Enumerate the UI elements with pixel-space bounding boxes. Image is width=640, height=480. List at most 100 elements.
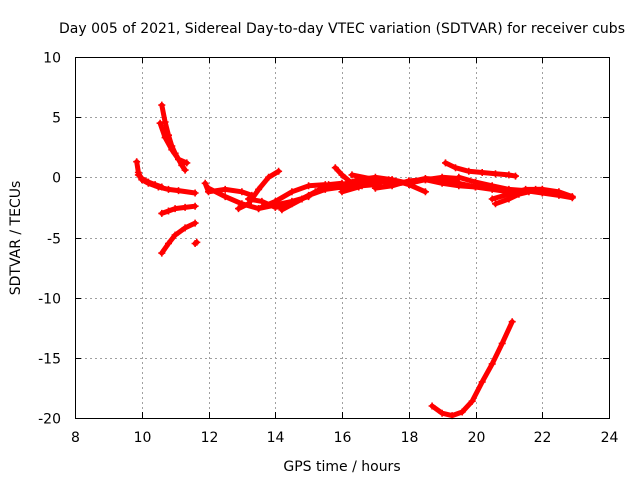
data-point [465, 167, 473, 175]
data-point [245, 195, 252, 203]
data-point [442, 159, 449, 167]
grid [75, 57, 609, 418]
series-track-5 [158, 202, 199, 217]
data-point [428, 402, 436, 410]
data-point [325, 181, 333, 189]
data-point [168, 146, 176, 154]
x-tick-label: 24 [601, 430, 619, 446]
data-point [371, 184, 379, 192]
data-point [158, 209, 166, 217]
series-track-22 [492, 185, 546, 208]
series-track-23 [428, 318, 516, 420]
x-tick-label: 20 [468, 430, 486, 446]
data-point [355, 183, 363, 191]
data-point [238, 188, 246, 196]
y-tick-label: 0 [52, 171, 61, 187]
x-tick-label: 10 [134, 430, 152, 446]
data-point [438, 179, 446, 187]
data-point [165, 240, 172, 247]
data-point [488, 182, 496, 190]
data-point [138, 175, 146, 182]
data-point [275, 167, 283, 175]
data-point [405, 177, 413, 185]
data-point [183, 159, 191, 167]
data-point [448, 412, 456, 420]
data-point [181, 203, 189, 211]
data-point [165, 185, 172, 193]
data-point [235, 205, 242, 213]
data-point [438, 409, 446, 417]
data-point [472, 178, 479, 186]
data-point [488, 360, 496, 368]
data-point [298, 195, 306, 203]
data-point [421, 176, 429, 184]
data-point [271, 197, 279, 205]
data-point [221, 193, 229, 201]
x-tick-label: 8 [71, 430, 80, 446]
data-point [331, 164, 339, 172]
data-point [505, 195, 513, 203]
x-tick-label: 18 [401, 430, 419, 446]
y-tick-label: 5 [52, 111, 61, 127]
data-point [151, 181, 159, 189]
data-point [492, 200, 499, 208]
data-point [161, 118, 169, 126]
data-point [165, 207, 172, 215]
data-point [468, 397, 476, 405]
data-point [158, 101, 166, 109]
data-point [505, 171, 513, 179]
data-point [455, 173, 463, 181]
data-point [338, 188, 346, 196]
ticks [75, 57, 610, 419]
data-point [221, 185, 229, 193]
x-axis-title: GPS time / hours [283, 459, 400, 475]
data-point [515, 190, 523, 198]
data-point [492, 170, 499, 178]
data-point [255, 205, 263, 213]
series-line [159, 203, 198, 216]
data-point [175, 155, 182, 163]
series-track-6 [158, 219, 199, 257]
data-point [265, 173, 273, 181]
chart-title: Day 005 of 2021, Sidereal Day-to-day VTE… [59, 21, 625, 37]
series-track-4 [134, 171, 166, 191]
data-point [134, 171, 142, 179]
data-point [338, 181, 346, 189]
data-point [478, 169, 486, 176]
data-point [181, 166, 189, 174]
x-tick-label: 12 [201, 430, 219, 446]
data-point [512, 172, 519, 180]
y-tick-label: -10 [38, 292, 61, 308]
y-axis-title: SDTVAR / TECUs [8, 181, 24, 296]
data-point [258, 197, 266, 205]
data-point [338, 171, 346, 179]
x-tick-label: 14 [267, 430, 285, 446]
y-tick-label: -20 [38, 412, 61, 428]
data-point [455, 182, 463, 190]
data-point [205, 184, 212, 192]
data-point [452, 164, 459, 172]
data-point [133, 158, 141, 166]
y-tick-labels: -20 -15 -10 -5 0 5 10 [38, 51, 61, 428]
data-point [161, 134, 169, 142]
data-point [525, 188, 533, 196]
data-point [311, 188, 319, 196]
x-tick-label: 16 [334, 430, 352, 446]
data-point [156, 119, 164, 127]
series-track-7 [191, 238, 201, 247]
data-point [144, 178, 152, 186]
data-point [201, 179, 209, 187]
data-point [191, 219, 199, 227]
y-tick-label: 10 [43, 51, 61, 67]
data-point [175, 187, 182, 195]
data-point [478, 378, 486, 386]
data-point [158, 183, 166, 191]
data-point [171, 205, 179, 213]
data-point [371, 176, 379, 184]
data-point [555, 188, 563, 196]
data-point [288, 188, 296, 196]
data-point [181, 224, 189, 232]
series-track-19 [442, 159, 519, 180]
data-point [193, 238, 201, 246]
